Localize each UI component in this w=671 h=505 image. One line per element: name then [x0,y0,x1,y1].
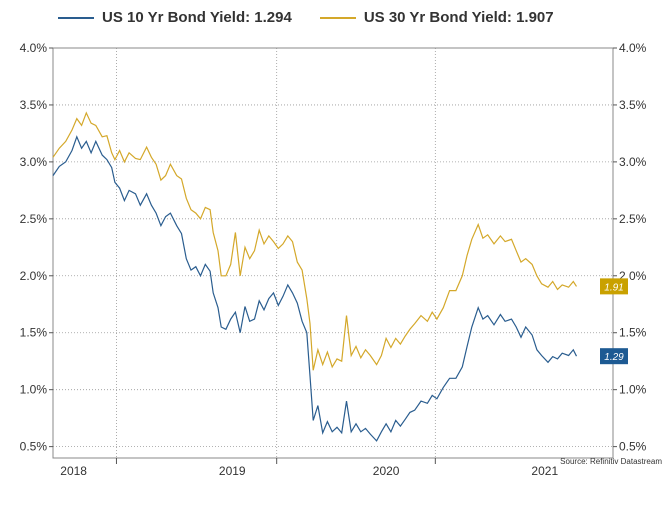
y-tick-label-left: 4.0% [20,41,48,55]
y-tick-label-right: 3.0% [619,155,647,169]
y-tick-label-right: 1.0% [619,383,647,397]
series-line-us10y [52,135,578,442]
legend-label-us30y: US 30 Yr Bond Yield: 1.907 [363,9,554,26]
series [52,111,578,442]
x-tick-label: 2020 [373,464,400,478]
end-tag-label-us30y: 1.91 [604,282,623,293]
y-tick-label-left: 2.5% [20,212,48,226]
chart-legend: US 10 Yr Bond Yield: 1.294 US 30 Yr Bond… [58,9,554,26]
y-tick-label-left: 1.0% [20,383,48,397]
end-tag-box-us30y [600,278,628,295]
x-tick-label: 2019 [219,464,246,478]
x-tick-label: 2018 [60,464,87,478]
legend-swatch-us30y [319,16,356,19]
y-tick-label-right: 4.0% [619,41,647,55]
y-tick-label-left: 0.5% [20,440,48,454]
legend-label-us10y: US 10 Yr Bond Yield: 1.294 [102,9,292,26]
y-tick-label-right: 1.5% [619,326,647,340]
grid [53,47,613,458]
y-tick-label-left: 2.0% [20,269,48,283]
plot-frame [52,47,614,459]
axes: 4.0% 4.0%3.5% 3.5%3.0% 3.0%2.5% 2.5%2.0% 2.0%… [20,41,647,478]
end-tags: 1.29 1.91 [600,278,628,365]
y-tick-label-right: 0.5% [619,440,647,454]
series-line-us30y [52,111,578,371]
legend-swatch-us10y [58,16,94,19]
y-tick-label-right: 3.5% [619,98,647,112]
x-tick-label: 2021 [531,464,558,478]
source-note: Source: Refinitiv Datastream [560,457,662,466]
legend-item-us30y: US 30 Yr Bond Yield: 1.907 [319,9,554,26]
y-tick-label-left: 1.5% [20,326,48,340]
y-tick-label-right: 2.5% [619,212,647,226]
y-tick-label-left: 3.0% [20,155,48,169]
end-tag-box-us10y [600,348,628,365]
legend-item-us10y: US 10 Yr Bond Yield: 1.294 [58,9,292,26]
end-tag-label-us10y: 1.29 [604,352,624,363]
y-tick-label-left: 3.5% [20,98,48,112]
